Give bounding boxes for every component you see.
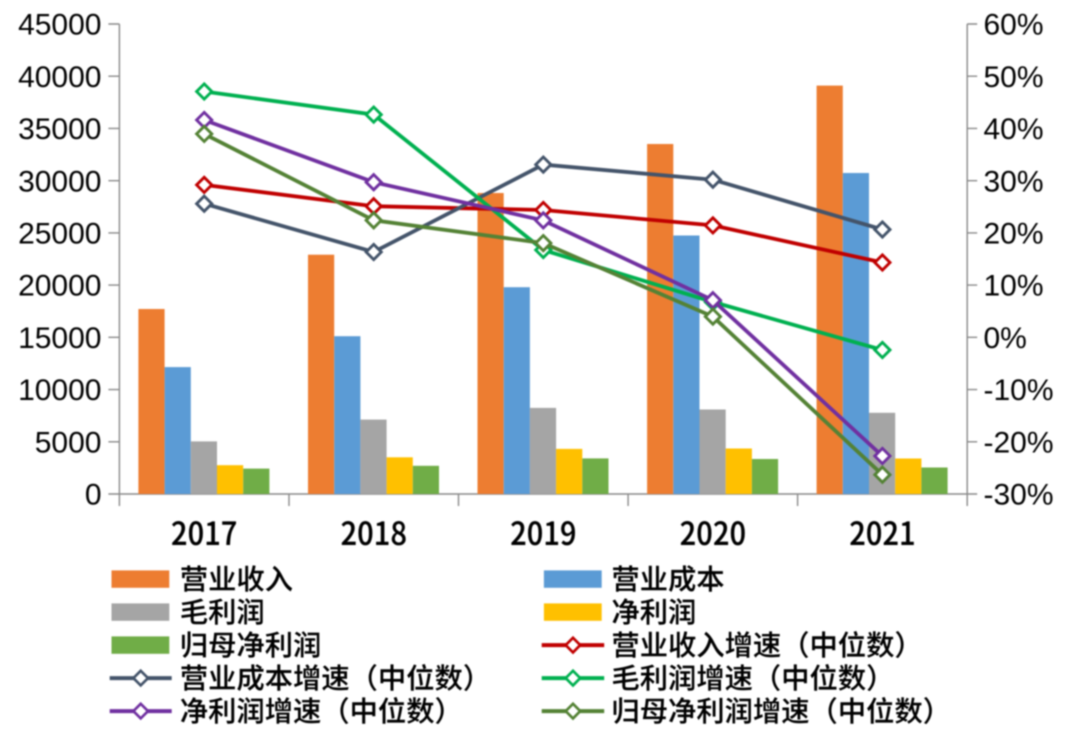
- svg-text:-30%: -30%: [984, 479, 1054, 512]
- svg-text:-10%: -10%: [984, 374, 1054, 407]
- svg-text:10%: 10%: [984, 270, 1044, 303]
- svg-text:25000: 25000: [18, 218, 101, 251]
- svg-text:10000: 10000: [18, 374, 101, 407]
- svg-text:30000: 30000: [18, 165, 101, 198]
- svg-text:20000: 20000: [18, 270, 101, 303]
- svg-text:45000: 45000: [18, 9, 101, 42]
- svg-text:40000: 40000: [18, 61, 101, 94]
- svg-text:-20%: -20%: [984, 426, 1054, 459]
- svg-text:35000: 35000: [18, 113, 101, 146]
- svg-text:40%: 40%: [984, 113, 1044, 146]
- svg-text:20%: 20%: [984, 218, 1044, 251]
- svg-text:30%: 30%: [984, 165, 1044, 198]
- svg-text:50%: 50%: [984, 61, 1044, 94]
- svg-text:60%: 60%: [984, 9, 1044, 42]
- svg-text:0%: 0%: [984, 322, 1027, 355]
- svg-text:5000: 5000: [35, 426, 102, 459]
- svg-text:0: 0: [85, 479, 102, 512]
- svg-text:15000: 15000: [18, 322, 101, 355]
